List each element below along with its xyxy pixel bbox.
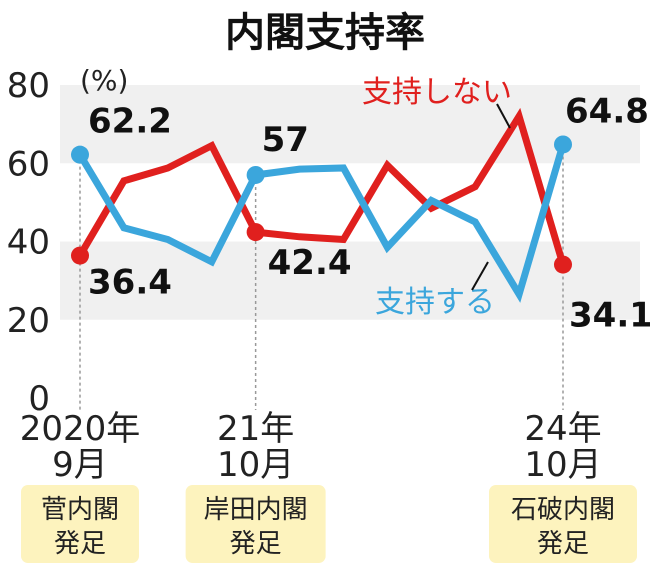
leader-line-blue	[471, 261, 489, 291]
series-label-red: 支持しない	[362, 75, 512, 110]
y-tick-label: 40	[7, 223, 50, 263]
data-label: 42.4	[268, 243, 352, 283]
y-tick-label: 60	[7, 144, 50, 184]
event-badge-label: 石破内閣	[511, 495, 615, 525]
y-tick-label: 0	[28, 379, 50, 419]
series-label-blue: 支持する	[375, 285, 495, 320]
data-label: 36.4	[88, 263, 172, 303]
event-badge-label: 発足	[537, 529, 589, 559]
band-1	[60, 241, 640, 320]
event-badge-label: 発足	[54, 529, 106, 559]
series-point	[554, 135, 572, 154]
chart-title: 内閣支持率	[225, 10, 425, 56]
series-point	[554, 255, 572, 274]
event-badge-label: 菅内閣	[41, 495, 119, 525]
x-tick-label: 24年	[524, 409, 601, 449]
x-tick-label: 10月	[524, 445, 601, 485]
data-label: 64.8	[565, 91, 649, 131]
series-point	[246, 223, 265, 242]
band-0	[60, 85, 640, 164]
data-label: 34.1	[569, 296, 650, 336]
series-line-1	[76, 143, 567, 303]
event-badge	[185, 485, 326, 563]
series-point	[246, 165, 265, 184]
y-tick-label: 80	[7, 66, 50, 106]
x-tick-label: 21年	[217, 409, 294, 449]
series-point	[71, 145, 89, 164]
x-tick-label: 9月	[52, 445, 108, 485]
x-tick-label: 2020年	[20, 409, 141, 449]
event-badge-label: 岸田内閣	[204, 495, 308, 525]
event-badge	[21, 485, 139, 563]
x-tick-label: 10月	[217, 445, 294, 485]
series-point	[71, 246, 89, 265]
unit-label: (%)	[80, 64, 128, 97]
leader-line-red	[496, 103, 511, 129]
data-label: 62.2	[88, 102, 172, 142]
y-tick-label: 20	[7, 301, 50, 341]
event-badge-label: 発足	[230, 529, 282, 559]
event-badge	[489, 485, 637, 563]
series-line-0	[76, 107, 567, 266]
data-label: 57	[262, 120, 309, 160]
